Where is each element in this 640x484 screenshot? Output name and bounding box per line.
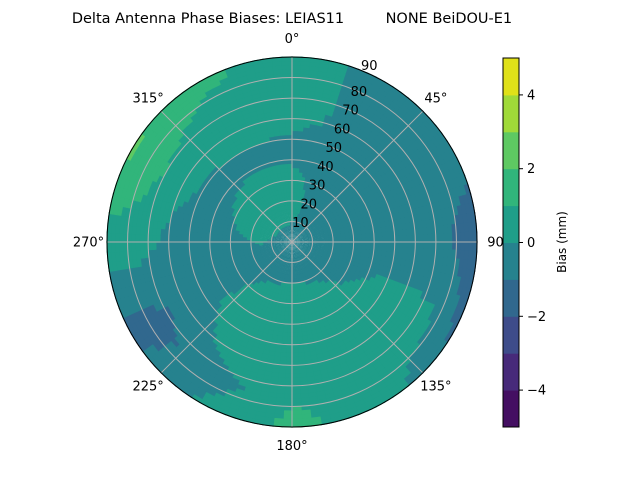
chart-title: Delta Antenna Phase Biases: LEIAS11 NONE… [72, 11, 512, 27]
